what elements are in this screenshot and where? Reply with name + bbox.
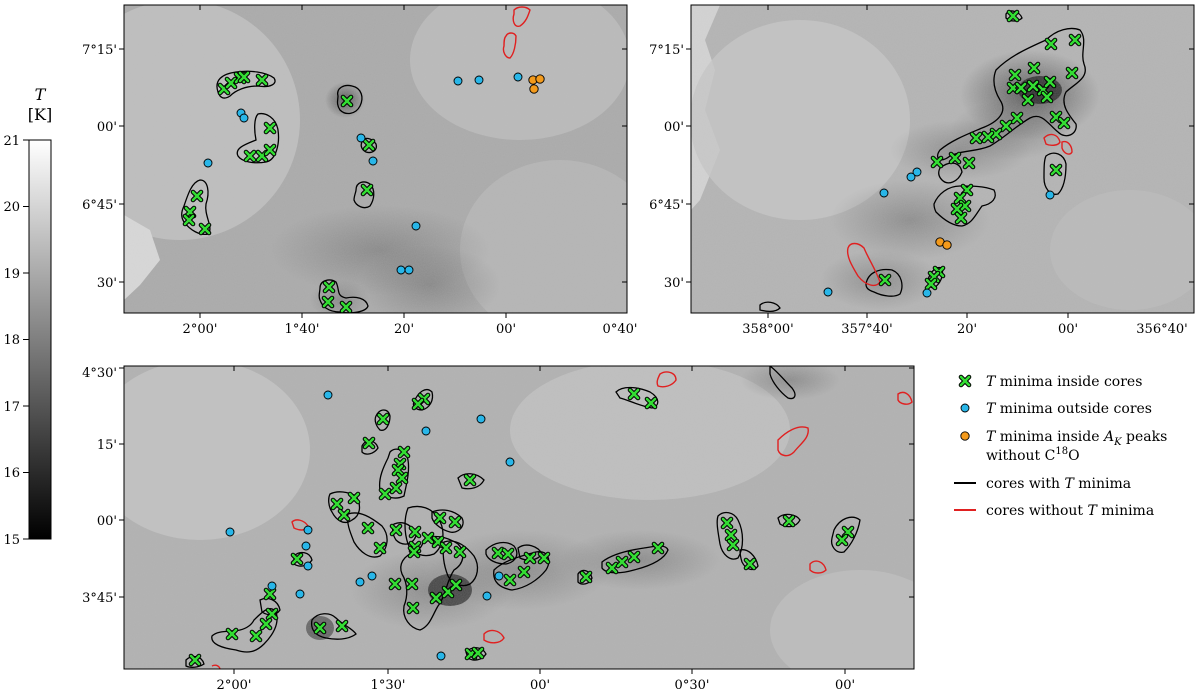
svg-text:T minima inside cores: T minima inside cores xyxy=(986,374,1142,390)
x-tick-label: 2°00' xyxy=(183,322,218,337)
colorbar-tick: 19 xyxy=(3,267,20,282)
y-tick-label: 30' xyxy=(97,276,117,291)
legend-label: peaks xyxy=(1122,429,1168,445)
colorbar-tick: 17 xyxy=(3,400,20,415)
legend-superscript: 18 xyxy=(1055,446,1068,457)
x-tick-label: 356°40' xyxy=(1136,322,1187,337)
y-tick-label: 00' xyxy=(97,514,117,529)
y-tick-label: 00' xyxy=(97,120,117,135)
legend-entry-cores-without: cores without T minima xyxy=(954,503,1154,519)
x-tick-label: 00' xyxy=(835,678,855,693)
colorbar-tick: 20 xyxy=(3,200,20,215)
temperature-map xyxy=(124,366,914,669)
x-tick-label: 00' xyxy=(1058,322,1078,337)
svg-text:cores with T minima: cores with T minima xyxy=(986,476,1131,492)
colorbar-scale xyxy=(28,139,52,540)
legend-symbol: T xyxy=(986,401,997,417)
legend-entry-cores-with: cores with T minima xyxy=(954,476,1131,492)
blue-circle-icon xyxy=(960,403,970,413)
legend-entry-minima-ak-peaks: T minima inside AK peaks without C18O xyxy=(960,429,1167,464)
x-tick-label: 1°30' xyxy=(371,678,406,693)
green-cross-icon xyxy=(961,377,969,385)
colorbar-unit: [K] xyxy=(28,105,52,124)
contours-without-minima xyxy=(211,371,913,669)
x-tick-label: 357°40' xyxy=(841,322,892,337)
x-tick-label: 00' xyxy=(530,678,550,693)
contours-with-minima xyxy=(181,70,378,313)
y-tick-label: 15' xyxy=(97,438,117,453)
y-tick-label: 7°15' xyxy=(649,43,684,58)
legend-symbol: T xyxy=(986,374,997,390)
legend-label: cores without xyxy=(986,503,1088,519)
y-tick-label: 3°45' xyxy=(82,591,117,606)
panel-frame xyxy=(690,4,1195,314)
panel-frame xyxy=(123,365,915,670)
x-tick-label: 1°40' xyxy=(285,322,320,337)
legend-label: O xyxy=(1068,448,1079,464)
legend-label: without C xyxy=(986,448,1055,464)
x-tick-label: 0°40' xyxy=(603,322,638,337)
svg-text:T minima outside cores: T minima outside cores xyxy=(986,401,1152,417)
y-tick-label: 7°15' xyxy=(82,43,117,58)
panel-top-left: 2°00' 1°40' 20' 00' 0°40' 7°15' 00' 6°45… xyxy=(82,4,638,337)
colorbar: T [K] 21 20 19 18 17 16 15 xyxy=(3,85,52,548)
x-tick-label: 0°30' xyxy=(675,678,710,693)
colorbar-tick: 15 xyxy=(3,533,20,548)
panel-top-right: 358°00' 357°40' 20' 00' 356°40' 7°15' 00… xyxy=(649,4,1195,337)
legend-symbol: T xyxy=(1064,476,1075,492)
y-tick-label: 6°45' xyxy=(649,198,684,213)
temperature-map xyxy=(124,5,627,313)
x-tick-label: 2°00' xyxy=(217,678,252,693)
y-tick-label: 30' xyxy=(664,276,684,291)
legend-label: minima xyxy=(1074,476,1131,492)
panel-frame xyxy=(123,4,628,314)
contours-without-minima xyxy=(502,6,531,59)
legend-label: minima inside cores xyxy=(995,374,1142,390)
legend-symbol: T xyxy=(1088,503,1099,519)
legend-symbol: A xyxy=(1102,429,1114,445)
legend-entry-minima-inside: T minima inside cores xyxy=(961,374,1142,390)
x-tick-label: 00' xyxy=(496,322,516,337)
legend-label: cores with xyxy=(986,476,1064,492)
legend-label: minima inside xyxy=(995,429,1104,445)
legend-symbol: T xyxy=(986,429,997,445)
legend-entry-minima-outside: T minima outside cores xyxy=(960,401,1152,417)
orange-circle-icon xyxy=(960,431,970,441)
y-tick-label: 4°30' xyxy=(82,366,117,381)
colorbar-symbol: T xyxy=(35,85,47,104)
svg-text:without C18O: without C18O xyxy=(986,446,1080,464)
svg-text:cores without T minima: cores without T minima xyxy=(986,503,1154,519)
x-tick-label: 20' xyxy=(394,322,414,337)
y-tick-label: 00' xyxy=(664,120,684,135)
legend: T minima inside cores T minima outside c… xyxy=(954,374,1167,519)
colorbar-tick: 16 xyxy=(3,466,20,481)
y-tick-label: 6°45' xyxy=(82,198,117,213)
svg-text:T minima inside AK peaks: T minima inside AK peaks xyxy=(986,429,1167,448)
colorbar-tick: 18 xyxy=(3,333,20,348)
panel-bottom: 2°00' 1°30' 00' 0°30' 00' 4°30' 15' 00' … xyxy=(82,365,915,693)
x-tick-label: 358°00' xyxy=(742,322,793,337)
legend-label: minima xyxy=(1097,503,1154,519)
x-tick-label: 20' xyxy=(957,322,977,337)
colorbar-tick: 21 xyxy=(3,134,20,149)
legend-subscript: K xyxy=(1113,437,1122,448)
legend-label: minima outside cores xyxy=(995,401,1152,417)
